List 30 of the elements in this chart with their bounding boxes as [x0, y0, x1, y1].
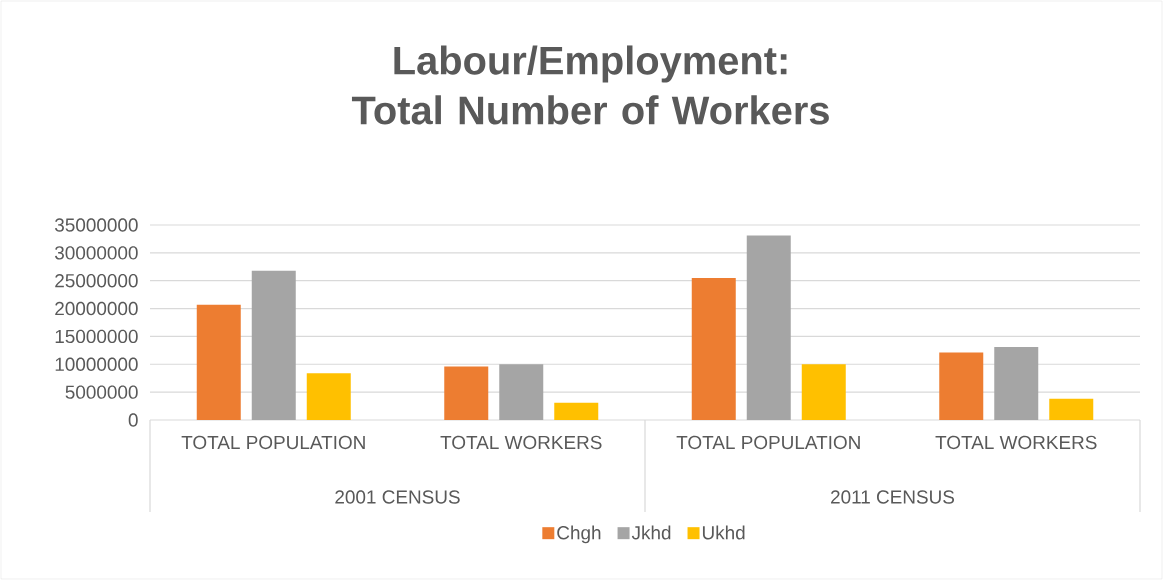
bar [499, 364, 544, 420]
text: 2001 CENSUS [335, 490, 460, 504]
bar [554, 402, 599, 420]
legend-label: Ukhd [702, 525, 745, 540]
legend-label: Chgh [557, 525, 601, 544]
y-tick-label: 5000000 [65, 385, 138, 399]
x-tick-label: TOTAL WORKERS [935, 435, 1097, 450]
x-tick-label: TOTAL WORKERS [440, 435, 602, 450]
legend-label: Jkhd [631, 525, 671, 540]
y-tick-label: 30000000 [54, 246, 138, 260]
bar [801, 364, 846, 420]
text: 2011 CENSUS [831, 490, 955, 504]
y-tick-label: 15000000 [55, 329, 138, 344]
bar [444, 366, 489, 420]
bar [939, 352, 984, 420]
bar [1049, 398, 1094, 420]
chart-title: Labour/Employment: Total Number of Workers [351, 45, 829, 125]
x-tick-label: TOTAL POPULATION [676, 435, 860, 450]
bar [994, 347, 1039, 420]
x-tick-label: TOTAL POPULATION [181, 435, 365, 450]
bar [691, 277, 736, 420]
bar [251, 270, 296, 420]
bar [196, 304, 241, 420]
y-tick-label: 0 [128, 413, 138, 427]
y-tick-label: 10000000 [55, 357, 138, 371]
bar [746, 235, 791, 420]
y-tick-label: 25000000 [55, 274, 138, 288]
y-tick-label: 20000000 [55, 301, 138, 316]
y-tick-label: 35000000 [54, 218, 138, 232]
bar [306, 373, 351, 420]
